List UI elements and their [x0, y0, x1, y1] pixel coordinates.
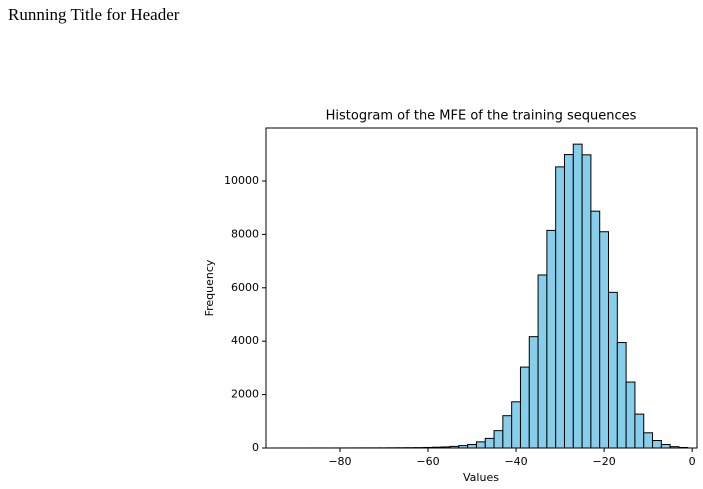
y-tick-label: 4000	[231, 334, 259, 347]
histogram-bar	[563, 154, 574, 449]
histogram-bar	[616, 342, 627, 449]
histogram-bar	[467, 444, 477, 449]
histogram-bar	[608, 291, 618, 449]
histogram-bar	[502, 415, 513, 449]
histogram-bar	[475, 441, 486, 449]
histogram-bar	[519, 366, 530, 449]
histogram-bar	[572, 143, 583, 449]
histogram-bar	[625, 381, 636, 449]
histogram-bar	[493, 430, 504, 449]
y-tick-label: 0	[252, 441, 259, 454]
histogram-bar	[546, 229, 557, 449]
running-title: Running Title for Header	[8, 5, 180, 24]
histogram-bar	[599, 231, 610, 449]
histogram-bar	[537, 274, 548, 449]
histogram-bar	[643, 432, 654, 449]
histogram-bar	[528, 336, 539, 449]
chart-title: Histogram of the MFE of the training seq…	[326, 109, 637, 124]
x-tick-label: −60	[416, 455, 439, 468]
histogram-bar	[581, 154, 592, 449]
y-tick-label: 8000	[231, 227, 259, 240]
y-tick-label: 10000	[224, 174, 259, 187]
histogram-bar	[555, 166, 565, 449]
histogram-bar	[660, 444, 671, 449]
y-tick-label: 2000	[231, 388, 259, 401]
histogram-bar	[652, 440, 662, 449]
x-tick-label: −40	[504, 455, 527, 468]
x-axis-label: Values	[463, 471, 499, 484]
histogram-bar	[634, 413, 645, 449]
x-tick-label: −80	[328, 455, 351, 468]
x-tick-label: −20	[592, 455, 615, 468]
y-axis-label: Frequency	[203, 259, 216, 316]
histogram-bar	[484, 437, 495, 449]
x-tick-label: 0	[689, 455, 696, 468]
histogram-bar	[590, 210, 601, 449]
y-tick-label: 6000	[231, 281, 259, 294]
histogram-bar	[511, 401, 521, 449]
